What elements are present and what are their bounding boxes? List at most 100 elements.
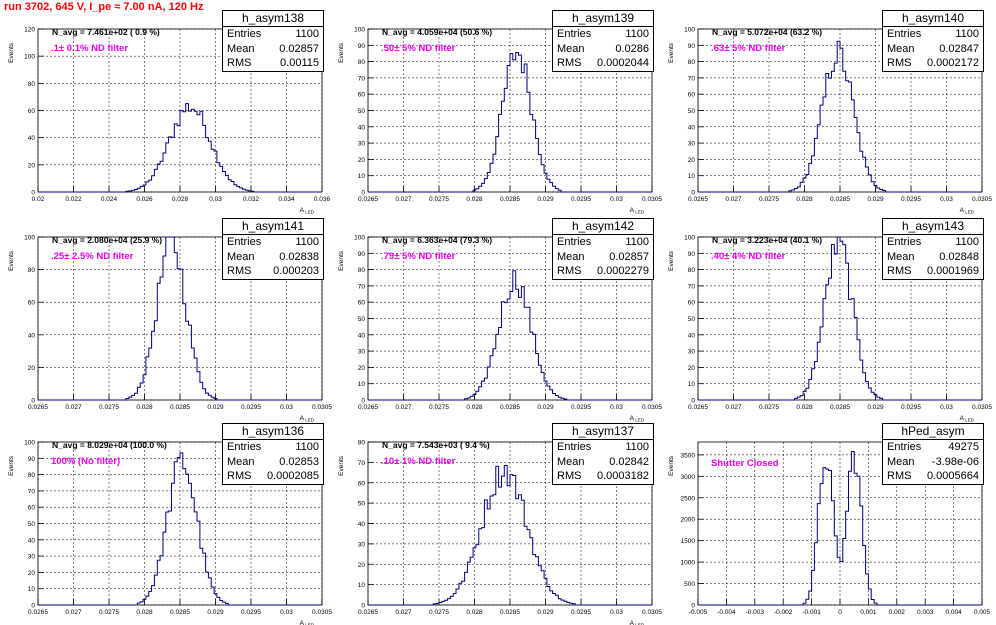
x-tick-label: -0.004 [717, 609, 736, 616]
y-axis-label: Events [338, 42, 345, 63]
x-tick-label: 0.004 [945, 609, 962, 616]
x-tick-label: 0.0265 [358, 609, 378, 616]
stats-value-entries: 1100 [955, 27, 979, 42]
x-tick-label: 0.0285 [170, 609, 190, 616]
filter-label: 100% (No filter) [51, 456, 120, 467]
x-tick-label: 0.03 [280, 609, 293, 616]
stats-label-mean: Mean [227, 42, 255, 57]
filter-label: .10± 1% ND filter [381, 456, 455, 467]
y-tick-label: 50 [688, 316, 696, 323]
y-tick-label: 20 [28, 162, 36, 169]
stats-value-entries: 1100 [625, 440, 649, 455]
y-tick-label: 20 [28, 365, 36, 372]
y-tick-label: 10 [358, 582, 366, 589]
x-tick-label: 0 [838, 609, 842, 616]
y-tick-label: 10 [358, 381, 366, 388]
y-axis-label: Events [8, 250, 15, 271]
y-tick-label: 40 [358, 124, 366, 131]
x-tick-label: 0.0295 [571, 196, 591, 203]
x-tick-label: 0.028 [796, 404, 813, 411]
stats-value-rms: 0.00115 [280, 56, 319, 71]
y-tick-label: 80 [28, 472, 36, 479]
stats-label-entries: Entries [887, 235, 921, 250]
filter-label: Shutter Closed [711, 458, 779, 469]
y-tick-label: 100 [24, 440, 35, 447]
stats-label-rms: RMS [557, 264, 581, 279]
x-tick-label: 0.001 [860, 609, 877, 616]
y-tick-label: 30 [688, 141, 696, 148]
y-tick-label: 70 [358, 75, 366, 82]
x-tick-label: 0.0265 [28, 404, 48, 411]
stats-value-mean: 0.02838 [279, 250, 319, 265]
x-tick-label: 0.005 [974, 609, 991, 616]
stats-box-title: h_asym137 [553, 424, 653, 440]
y-tick-label: 40 [28, 332, 36, 339]
y-tick-label: 10 [28, 586, 36, 593]
filter-label: .79± 5% ND filter [381, 251, 455, 262]
stats-value-entries: 1100 [295, 235, 319, 250]
y-tick-label: 10 [688, 173, 696, 180]
y-tick-label: 40 [358, 521, 366, 528]
stats-label-entries: Entries [227, 27, 261, 42]
x-tick-label: 0.002 [889, 609, 906, 616]
x-tick-label: 0.0285 [830, 404, 850, 411]
x-tick-label: 0.0295 [241, 404, 261, 411]
y-tick-label: 60 [688, 300, 696, 307]
y-tick-label: 80 [688, 267, 696, 274]
stats-label-rms: RMS [227, 56, 251, 71]
y-tick-label: 70 [688, 75, 696, 82]
y-tick-label: 50 [28, 521, 36, 528]
y-tick-label: 2500 [681, 495, 696, 502]
x-tick-label: 0.028 [172, 196, 189, 203]
x-tick-label: 0.032 [243, 196, 260, 203]
x-tick-label: 0.0275 [429, 404, 449, 411]
y-tick-label: 20 [28, 570, 36, 577]
n-avg-label: N_avg = 4.059e+04 (50.6 %) [382, 27, 492, 37]
x-tick-label: 0.022 [65, 196, 82, 203]
y-axis-label: Events [338, 250, 345, 271]
n-avg-label: N_avg = 6.363e+04 (79.3 %) [382, 235, 492, 245]
stats-value-entries: 1100 [295, 27, 319, 42]
x-tick-label: 0.028 [796, 196, 813, 203]
x-axis-label: A LED [630, 207, 645, 215]
x-tick-label: 0.029 [207, 404, 224, 411]
x-tick-label: 0.0305 [972, 196, 992, 203]
y-tick-label: 20 [688, 157, 696, 164]
stats-row-mean: Mean-3.98e-06 [883, 455, 983, 470]
x-tick-label: 0.03 [610, 609, 623, 616]
stats-row-mean: Mean 0.02838 [223, 250, 323, 265]
y-tick-label: 50 [358, 316, 366, 323]
stats-value-entries: 1100 [625, 235, 649, 250]
x-tick-label: 0.027 [725, 404, 742, 411]
filter-label: .25± 2.5% ND filter [51, 251, 133, 262]
x-tick-label: 0.0295 [241, 609, 261, 616]
y-tick-label: 90 [688, 43, 696, 50]
x-tick-label: 0.027 [395, 196, 412, 203]
x-tick-label: 0.028 [136, 609, 153, 616]
n-avg-label: N_avg = 5.072e+04 (63.2 %) [712, 27, 822, 37]
x-tick-label: 0.003 [917, 609, 934, 616]
stats-label-entries: Entries [557, 440, 591, 455]
stats-value-rms: 0.0005664 [927, 469, 979, 484]
x-tick-label: 0.029 [537, 196, 554, 203]
stats-label-entries: Entries [557, 27, 591, 42]
y-axis-label: Events [8, 42, 15, 63]
y-tick-label: 60 [28, 505, 36, 512]
x-tick-label: 0.027 [65, 404, 82, 411]
stats-label-mean: Mean [227, 250, 255, 265]
x-tick-label: 0.028 [466, 609, 483, 616]
stats-value-mean: 0.02848 [939, 250, 979, 265]
stats-value-rms: 0.0002172 [927, 56, 979, 71]
